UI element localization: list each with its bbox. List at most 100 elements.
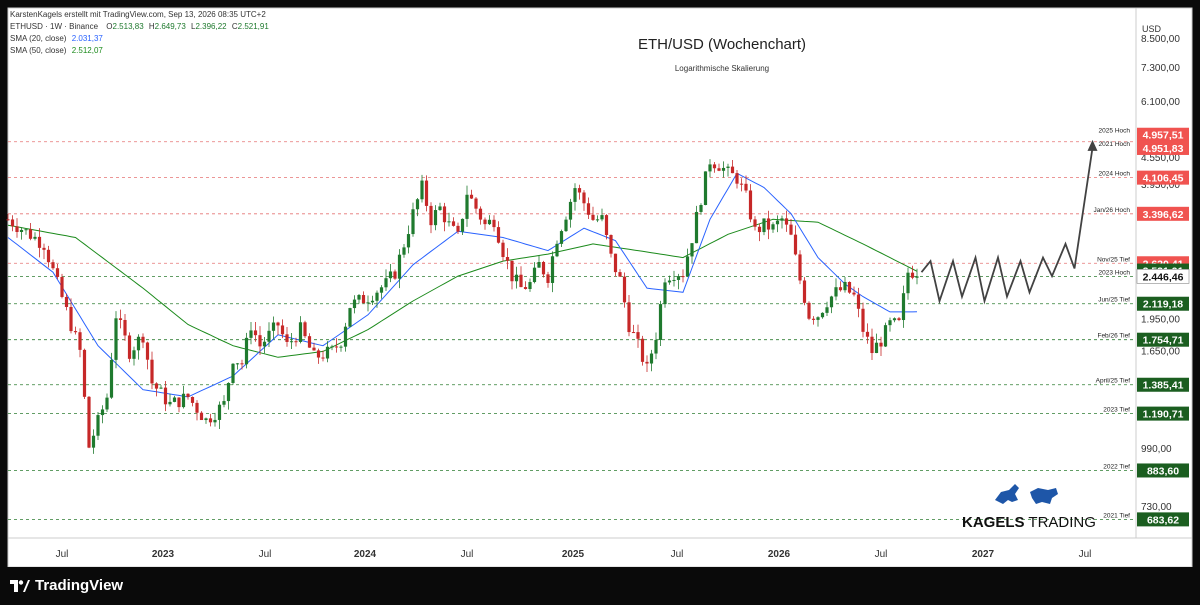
price-chart[interactable]: 8.500,00 7.300,00 6.100,00 4.550,00 3.950,00… bbox=[0, 0, 1200, 567]
level-name: April/25 Tief bbox=[1096, 378, 1131, 385]
x-tick-label: 2026 bbox=[768, 549, 791, 560]
author-line: KarstenKagels erstellt mit TradingView.c… bbox=[10, 10, 266, 19]
candle bbox=[339, 345, 343, 352]
price-tag: 1.754,71 bbox=[1137, 332, 1189, 347]
candle bbox=[397, 249, 402, 289]
sma20-label: SMA (20, close) bbox=[10, 34, 67, 43]
candle bbox=[208, 413, 213, 427]
candle bbox=[294, 337, 298, 347]
candle bbox=[411, 202, 415, 237]
candle bbox=[330, 344, 334, 351]
candle bbox=[145, 341, 150, 370]
ohlc-h-label: H bbox=[149, 22, 155, 31]
price-tag: 683,62 bbox=[1137, 512, 1189, 527]
x-tick-label: Jul bbox=[671, 549, 684, 560]
candle bbox=[766, 210, 771, 240]
candle bbox=[852, 286, 856, 297]
candle bbox=[132, 346, 136, 366]
candle bbox=[667, 275, 672, 285]
candle bbox=[600, 208, 604, 222]
candle bbox=[528, 278, 532, 292]
candle bbox=[195, 400, 199, 421]
candle bbox=[312, 342, 316, 351]
price-tag-value: 4.951,83 bbox=[1143, 143, 1184, 155]
price-tag: 4.957,51 bbox=[1137, 127, 1189, 142]
candle bbox=[240, 359, 244, 370]
ohlc-close: 2.521,91 bbox=[238, 22, 270, 31]
x-tick-label: Jul bbox=[461, 549, 474, 560]
plot-area bbox=[7, 7, 1137, 539]
candle bbox=[717, 163, 721, 172]
candle bbox=[771, 222, 775, 233]
candle bbox=[478, 206, 483, 225]
price-tag-value: 1.754,71 bbox=[1143, 335, 1184, 347]
price-tag-value: 4.106,45 bbox=[1143, 173, 1184, 185]
candle bbox=[280, 319, 285, 339]
candle bbox=[352, 295, 357, 314]
candle bbox=[199, 411, 204, 421]
candle bbox=[555, 240, 559, 258]
candle bbox=[483, 217, 487, 230]
candle bbox=[604, 214, 609, 240]
candle bbox=[681, 269, 685, 283]
x-tick-label: Jul bbox=[1079, 549, 1092, 560]
candle bbox=[811, 316, 816, 325]
tradingview-logo[interactable]: TradingView bbox=[10, 577, 123, 594]
level-name: 2024 Hoch bbox=[1099, 171, 1131, 178]
candle bbox=[474, 197, 478, 214]
candle bbox=[514, 266, 519, 289]
candle bbox=[487, 215, 492, 226]
candle bbox=[298, 316, 303, 344]
candle bbox=[910, 265, 915, 280]
candle bbox=[658, 300, 663, 347]
candle bbox=[568, 198, 573, 228]
candle bbox=[51, 259, 55, 270]
candle bbox=[433, 205, 438, 231]
candle bbox=[168, 393, 172, 407]
candle bbox=[114, 311, 118, 369]
candle bbox=[784, 210, 789, 232]
candle bbox=[357, 294, 361, 304]
candle bbox=[613, 253, 618, 277]
ohlc-o-label: O bbox=[106, 22, 112, 31]
price-tag: 4.951,83 bbox=[1137, 140, 1189, 155]
candle bbox=[748, 184, 753, 223]
level-name: 2023 Hoch bbox=[1099, 269, 1131, 276]
level-name: 2023 Tief bbox=[1103, 407, 1130, 414]
candle bbox=[393, 269, 397, 280]
tradingview-wordmark: TradingView bbox=[35, 577, 124, 594]
candle bbox=[645, 355, 649, 372]
candle bbox=[789, 219, 793, 236]
sma50-label: SMA (50, close) bbox=[10, 46, 67, 55]
candle bbox=[663, 278, 667, 308]
candle bbox=[384, 269, 388, 291]
price-tag-value: 3.396,62 bbox=[1143, 209, 1184, 221]
symbol-label: ETHUSD · 1W · Binance bbox=[10, 22, 99, 31]
price-tag-value: 883,60 bbox=[1147, 465, 1179, 477]
level-name: Feb/26 Tief bbox=[1097, 333, 1130, 340]
candle bbox=[289, 332, 294, 349]
candle bbox=[316, 348, 321, 364]
price-tag: 1.190,71 bbox=[1137, 406, 1189, 421]
candle bbox=[262, 337, 267, 354]
sma50-line: SMA (50, close) 2.512,07 bbox=[10, 46, 103, 55]
candle bbox=[348, 307, 352, 328]
candle bbox=[37, 228, 42, 258]
candle bbox=[654, 332, 658, 360]
candle bbox=[829, 295, 834, 314]
candle bbox=[375, 290, 379, 308]
candle bbox=[762, 218, 766, 236]
candle bbox=[505, 248, 510, 270]
candle bbox=[420, 174, 424, 203]
candle bbox=[712, 162, 717, 173]
candle bbox=[109, 352, 114, 399]
level-name: 2021 Hoch bbox=[1099, 141, 1131, 148]
chart-subtitle: Logarithmische Skalierung bbox=[675, 64, 769, 73]
candle bbox=[460, 218, 465, 236]
price-tag-value: 4.957,51 bbox=[1143, 130, 1184, 142]
price-tag: 4.106,45 bbox=[1137, 170, 1189, 185]
price-tag: 3.396,62 bbox=[1137, 206, 1189, 221]
y-tick-label: 7.300,00 bbox=[1141, 63, 1180, 74]
price-tag-value: 1.385,41 bbox=[1143, 380, 1184, 392]
candle bbox=[879, 336, 883, 357]
